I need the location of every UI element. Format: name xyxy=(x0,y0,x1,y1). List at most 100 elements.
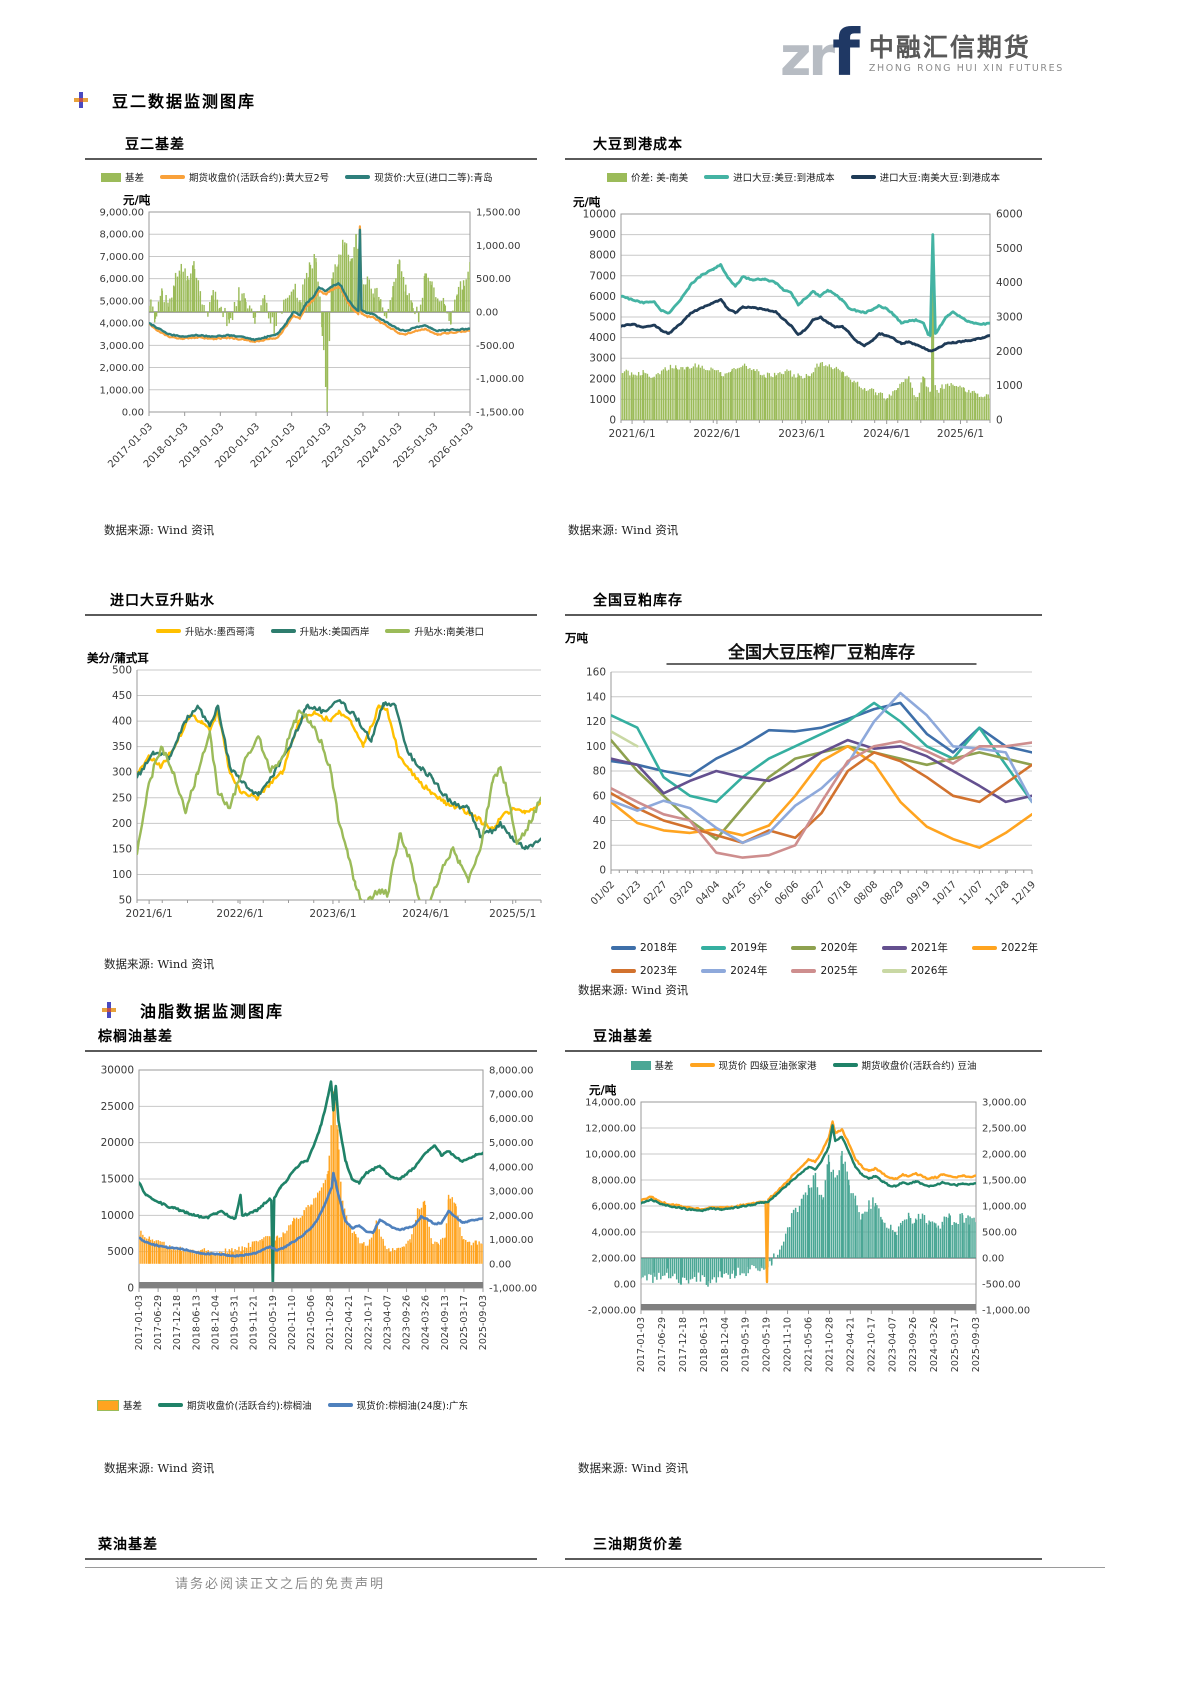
footer-disclaimer-note: 请务必阅读正文之后的免责声明 xyxy=(175,1577,386,1592)
svg-text:-500.00: -500.00 xyxy=(476,341,515,352)
legend-label: 现货价:大豆(进口二等):青岛 xyxy=(374,173,493,184)
svg-text:02/27: 02/27 xyxy=(642,879,670,907)
legend-item: 2023年 xyxy=(611,963,677,978)
data-source-note: 数据来源: Wind 资讯 xyxy=(568,523,679,537)
svg-text:2024/6/1: 2024/6/1 xyxy=(863,428,910,440)
legend-item: 现货价:大豆(进口二等):青岛 xyxy=(345,170,493,184)
footer-divider xyxy=(85,1567,1105,1568)
legend-label: 现货价:棕榈油(24度):广东 xyxy=(356,1401,469,1412)
line-swatch xyxy=(689,1063,715,1067)
svg-text:200: 200 xyxy=(112,818,132,830)
legend-item: 2026年 xyxy=(881,963,948,978)
line-swatch xyxy=(971,945,997,950)
svg-text:350: 350 xyxy=(112,741,132,753)
svg-text:2018-06-13: 2018-06-13 xyxy=(699,1317,710,1372)
legend-item: 2021年 xyxy=(881,940,948,955)
premium-chart: 50 100 150 200 250 300 350 400 450 500 2021/6/1 202… xyxy=(87,651,542,920)
svg-text:2017-01-03: 2017-01-03 xyxy=(134,1295,145,1350)
svg-text:2023/6/1: 2023/6/1 xyxy=(309,908,356,920)
legend-label: 期货收盘价(活跃合约):黄大豆2号 xyxy=(189,173,330,184)
svg-text:2017-12-18: 2017-12-18 xyxy=(678,1317,689,1372)
legend-item: 基差 xyxy=(97,1398,142,1412)
svg-text:8,000.00: 8,000.00 xyxy=(489,1066,534,1077)
soyoil-basis-legend: 基差 现货价 四级豆油张家港 期货收盘价(活跃合约) 豆油 xyxy=(565,1058,1042,1072)
svg-text:7,000.00: 7,000.00 xyxy=(99,252,144,263)
legend-item: 升贴水:南美港口 xyxy=(385,624,484,638)
line-swatch xyxy=(701,945,727,950)
svg-text:100: 100 xyxy=(112,869,132,881)
svg-text:12,000.00: 12,000.00 xyxy=(585,1124,636,1135)
legend-item: 升贴水:美国西岸 xyxy=(270,624,369,638)
arrival-cost-chart-block: 价差: 美-南美 进口大豆:美豆:到港成本 进口大豆:南美大豆:到港成本 0 1000… xyxy=(565,170,1042,464)
line-swatch xyxy=(611,968,636,973)
section-title: 豆二数据监测图库 xyxy=(112,92,257,111)
svg-text:2,500.00: 2,500.00 xyxy=(982,1124,1027,1135)
title-rule xyxy=(565,614,1042,616)
chart-title-rapeseed-basis: 菜油基差 xyxy=(98,1537,158,1553)
line-swatch xyxy=(611,945,636,950)
svg-text:2023-09-26: 2023-09-26 xyxy=(908,1317,919,1372)
svg-text:0.00: 0.00 xyxy=(614,1280,636,1291)
svg-text:2020-11-10: 2020-11-10 xyxy=(783,1317,794,1372)
svg-text:2025/5/1: 2025/5/1 xyxy=(489,908,536,920)
brand-text: 中融汇信期货 ZHONG RONG HUI XIN FUTURES xyxy=(869,34,1064,75)
legend-item: 2019年 xyxy=(701,940,767,955)
svg-text:2022-04-21: 2022-04-21 xyxy=(845,1317,856,1372)
svg-text:2017-12-18: 2017-12-18 xyxy=(172,1295,183,1350)
svg-text:-1,000.00: -1,000.00 xyxy=(476,374,524,385)
arrival-cost-chart: 0 1000 2000 3000 4000 5000 6000 7000 8000 9000 100… xyxy=(573,195,1023,440)
svg-text:4000: 4000 xyxy=(589,332,616,344)
legend-label: 进口大豆:南美大豆:到港成本 xyxy=(879,173,1000,184)
svg-text:250: 250 xyxy=(112,792,132,804)
svg-text:-1,000.00: -1,000.00 xyxy=(982,1306,1030,1317)
svg-text:9000: 9000 xyxy=(589,229,616,241)
svg-text:1,500.00: 1,500.00 xyxy=(476,208,521,219)
svg-text:0.00: 0.00 xyxy=(489,1259,511,1270)
soymeal-inventory-legend: 2018年 2019年 2020年 2021年 2022年 2023年 2024年 2025年… xyxy=(565,940,1042,978)
line-swatch xyxy=(881,945,907,950)
legend-label: 价差: 美-南美 xyxy=(631,173,689,184)
svg-text:04/04: 04/04 xyxy=(694,879,722,907)
svg-text:0: 0 xyxy=(609,415,616,427)
svg-text:-500.00: -500.00 xyxy=(982,1280,1021,1291)
svg-text:10,000.00: 10,000.00 xyxy=(585,1150,636,1161)
line-swatch xyxy=(345,175,371,179)
svg-text:1,000.00: 1,000.00 xyxy=(99,385,144,396)
svg-text:1,000.00: 1,000.00 xyxy=(489,1235,534,1246)
line-swatch xyxy=(327,1403,353,1407)
legend-item: 2024年 xyxy=(701,963,767,978)
data-source-note: 数据来源: Wind 资讯 xyxy=(578,983,689,997)
soymeal-inventory-chart: 0 20 40 60 80 100 120 140 160 01/0201/2302/2703/2… xyxy=(564,631,1038,908)
premium-legend: 升贴水:墨西哥湾 升贴水:美国西岸 升贴水:南美港口 xyxy=(85,624,555,638)
svg-text:0: 0 xyxy=(599,865,606,877)
title-rule xyxy=(565,1558,1042,1560)
line-swatch xyxy=(881,968,907,973)
svg-text:2022-10-17: 2022-10-17 xyxy=(363,1295,374,1350)
line-swatch xyxy=(791,945,817,950)
svg-text:2018-06-13: 2018-06-13 xyxy=(191,1295,202,1350)
svg-text:元/吨: 元/吨 xyxy=(123,193,151,207)
legend-label: 升贴水:墨西哥湾 xyxy=(184,627,255,638)
svg-text:01/02: 01/02 xyxy=(589,879,617,907)
svg-text:04/25: 04/25 xyxy=(721,879,749,907)
legend-label: 2020年 xyxy=(820,942,858,954)
svg-text:2017-06-29: 2017-06-29 xyxy=(153,1295,164,1350)
svg-text:10/17: 10/17 xyxy=(931,879,959,907)
svg-text:2,000.00: 2,000.00 xyxy=(489,1211,534,1222)
svg-text:2024-09-13: 2024-09-13 xyxy=(440,1295,451,1350)
svg-text:8000: 8000 xyxy=(589,250,616,262)
palm-basis-legend: 基差 期货收盘价(活跃合约):棕榈油 现货价:棕榈油(24度):广东 xyxy=(85,1398,555,1412)
zrf-logo-mark: zrf xyxy=(780,22,860,86)
svg-text:2025-09-03: 2025-09-03 xyxy=(478,1295,489,1350)
svg-text:500.00: 500.00 xyxy=(476,274,511,285)
svg-text:2000: 2000 xyxy=(589,373,616,385)
svg-text:1000: 1000 xyxy=(996,380,1023,392)
data-source-note: 数据来源: Wind 资讯 xyxy=(104,1461,215,1475)
svg-text:07/18: 07/18 xyxy=(826,879,854,907)
svg-text:450: 450 xyxy=(112,690,132,702)
svg-text:2025-09-03: 2025-09-03 xyxy=(971,1317,982,1372)
svg-text:2,000.00: 2,000.00 xyxy=(982,1150,1027,1161)
svg-text:5,000.00: 5,000.00 xyxy=(99,296,144,307)
svg-text:4,000.00: 4,000.00 xyxy=(489,1162,534,1173)
